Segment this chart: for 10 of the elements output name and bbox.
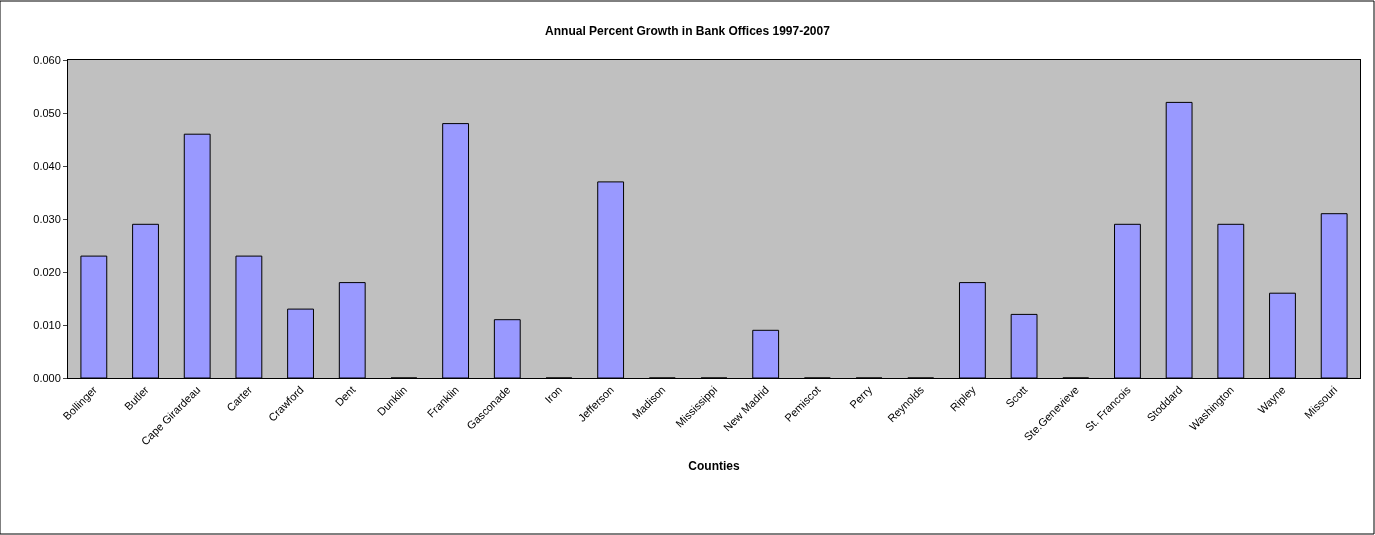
y-tick-label: 0.060 bbox=[33, 53, 61, 66]
y-tick-label: 0.040 bbox=[33, 159, 61, 172]
y-tick-label: 0.000 bbox=[33, 371, 61, 384]
x-axis-title: Counties bbox=[688, 459, 740, 474]
y-tick-label: 0.030 bbox=[33, 212, 61, 225]
y-tick-label: 0.050 bbox=[33, 106, 61, 119]
y-tick-label: 0.020 bbox=[33, 265, 61, 278]
chart-title: Annual Percent Growth in Bank Offices 1997-2007 bbox=[545, 24, 831, 39]
y-tick-label: 0.010 bbox=[33, 318, 61, 331]
x-tick-label: Iron bbox=[542, 383, 565, 406]
